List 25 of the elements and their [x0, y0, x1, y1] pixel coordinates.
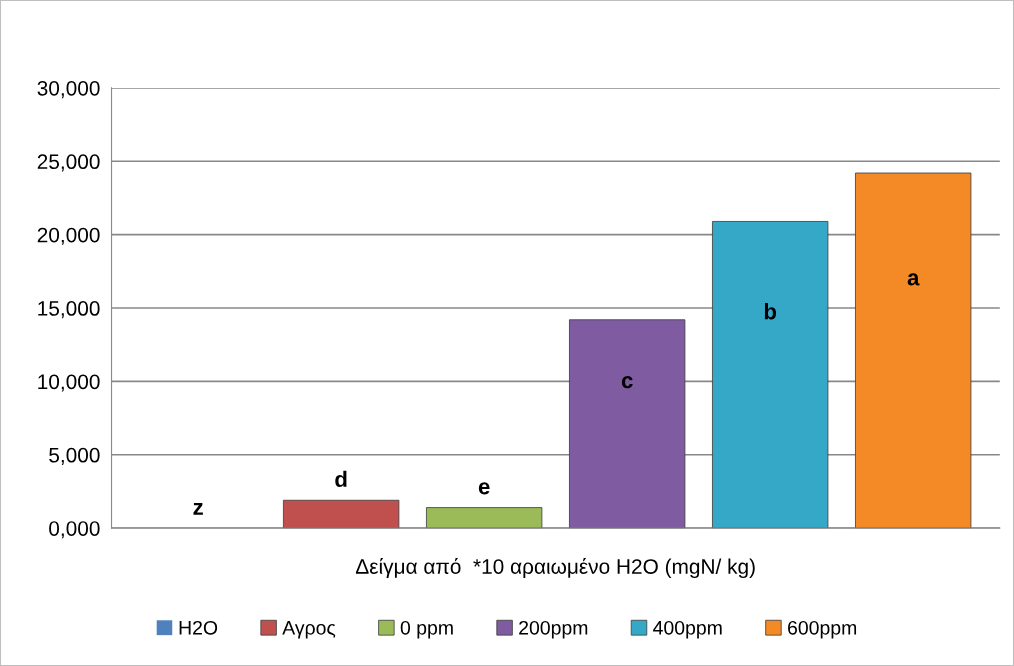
bar: [426, 507, 543, 529]
bar: [569, 319, 686, 529]
annotation: z: [193, 502, 203, 515]
y-tick-label: 15,000: [38, 301, 100, 319]
y-tick-label: 10,000: [38, 374, 100, 392]
y-tick-label: 0,000: [49, 521, 100, 539]
annotation: d: [335, 470, 347, 488]
annotation: b: [764, 303, 777, 320]
y-tick-label: 30,000: [37, 80, 100, 99]
y-tick-label: 25,000: [37, 154, 100, 172]
annotation: a: [907, 273, 920, 286]
annotation: e: [478, 482, 490, 495]
y-tick-label: 20,000: [37, 227, 100, 245]
legend-label: Αγρος: [282, 621, 336, 639]
legend-label: 600ppm: [788, 620, 857, 639]
legend-label: 200ppm: [519, 620, 588, 639]
legend-label: 0 ppm: [400, 620, 453, 639]
legend-label: H2O: [179, 620, 218, 635]
x-axis-title: Δείγμα από *10 αραιωμένο H2O (mgN/ kg): [355, 558, 755, 579]
y-tick-label: 5,000: [49, 447, 100, 465]
legend-label: 400ppm: [653, 620, 722, 639]
bar: [283, 499, 400, 529]
bar: [855, 172, 972, 529]
bar: [712, 221, 829, 529]
annotation: c: [621, 376, 633, 389]
